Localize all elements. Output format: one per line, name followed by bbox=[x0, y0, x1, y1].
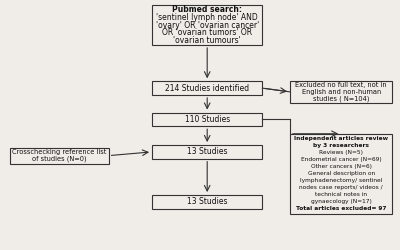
Text: 'ovarian tumours': 'ovarian tumours' bbox=[173, 36, 241, 44]
Text: nodes case reports/ videos /: nodes case reports/ videos / bbox=[300, 185, 383, 190]
Text: Independent articles review: Independent articles review bbox=[294, 136, 388, 141]
FancyBboxPatch shape bbox=[152, 145, 262, 159]
Text: 'sentinel lymph node' AND: 'sentinel lymph node' AND bbox=[156, 13, 258, 22]
Text: 214 Studies identified: 214 Studies identified bbox=[165, 84, 249, 92]
FancyBboxPatch shape bbox=[152, 112, 262, 126]
Text: Total articles excluded= 97: Total articles excluded= 97 bbox=[296, 206, 386, 211]
Text: gynaecology (N=17): gynaecology (N=17) bbox=[311, 199, 372, 204]
Text: OR 'ovarian tumors' OR: OR 'ovarian tumors' OR bbox=[162, 28, 252, 37]
Text: Crosschecking reference list
of studies (N=0): Crosschecking reference list of studies … bbox=[12, 149, 106, 162]
Text: technical notes in: technical notes in bbox=[315, 192, 367, 197]
FancyBboxPatch shape bbox=[290, 81, 392, 102]
Text: General description on: General description on bbox=[308, 171, 375, 176]
FancyBboxPatch shape bbox=[152, 81, 262, 95]
Text: by 3 researchers: by 3 researchers bbox=[313, 143, 369, 148]
Text: 110 Studies: 110 Studies bbox=[184, 115, 230, 124]
Text: Excluded no full text, not in
English and non-human
studies ( N=104): Excluded no full text, not in English an… bbox=[296, 82, 387, 102]
Text: Other cancers (N=6): Other cancers (N=6) bbox=[311, 164, 372, 169]
Text: Endometrial cancer (N=69): Endometrial cancer (N=69) bbox=[301, 157, 382, 162]
Text: 'ovary' OR 'ovarian cancer': 'ovary' OR 'ovarian cancer' bbox=[156, 20, 259, 30]
FancyBboxPatch shape bbox=[290, 134, 392, 214]
Text: lymphadenectomy/ sentinel: lymphadenectomy/ sentinel bbox=[300, 178, 382, 183]
Text: Pubmed search:: Pubmed search: bbox=[172, 6, 242, 15]
Text: Reviews (N=5): Reviews (N=5) bbox=[319, 150, 363, 155]
Text: 13 Studies: 13 Studies bbox=[187, 198, 228, 206]
FancyBboxPatch shape bbox=[152, 195, 262, 209]
FancyBboxPatch shape bbox=[10, 148, 109, 164]
Text: 13 Studies: 13 Studies bbox=[187, 147, 228, 156]
FancyBboxPatch shape bbox=[152, 5, 262, 45]
